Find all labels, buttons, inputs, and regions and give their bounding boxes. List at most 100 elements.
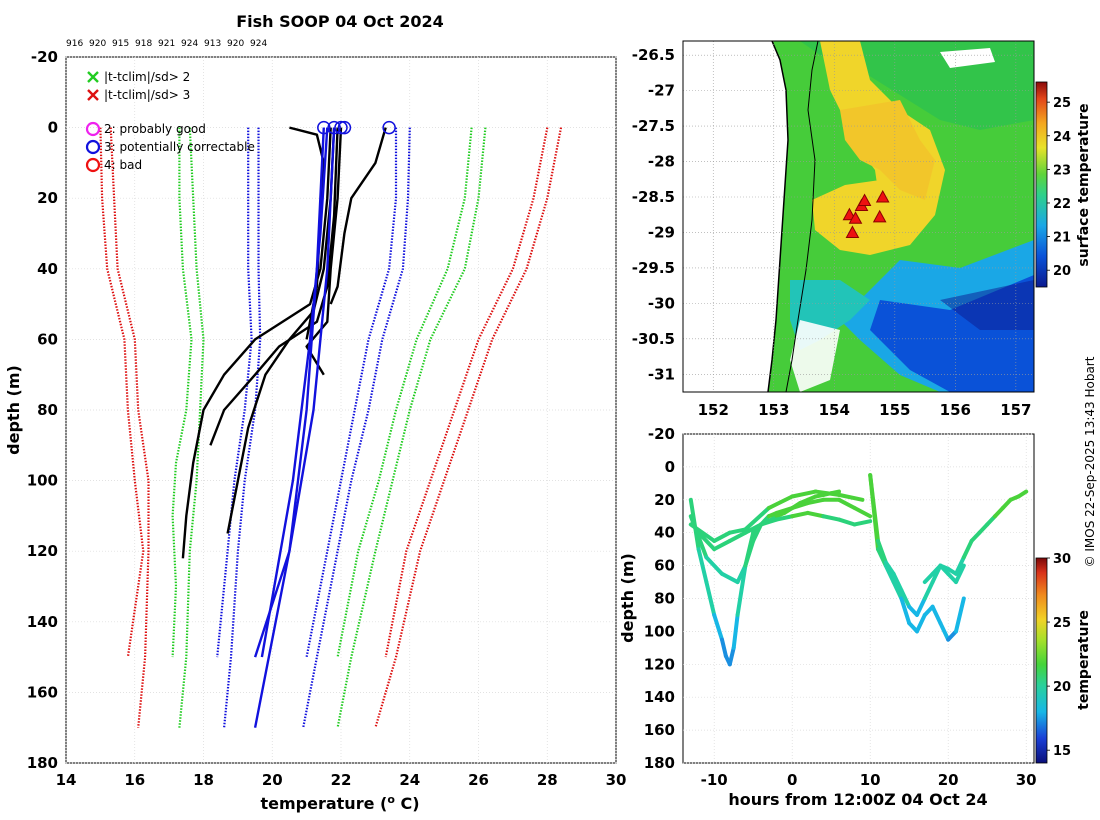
y-tick-label: 180 [27,754,58,772]
dt-y-tick-label: -20 [648,425,675,443]
credit-text: © IMOS 22-Sep-2025 13:43 Hobart [1083,356,1097,567]
dt-y-tick-label: 160 [644,721,675,739]
chart-title: Fish SOOP 04 Oct 2024 [236,12,444,31]
track-segment [743,522,763,535]
track-segment [696,547,709,585]
track-segment [805,497,826,506]
profile-grid [65,56,617,764]
dt-y-tick-label: 40 [654,524,675,542]
x-tick-label: 30 [606,771,627,789]
y-tick-label: 20 [37,189,58,207]
legend-label: 3: potentially correctable [104,140,255,154]
track-segment [712,538,732,552]
y-tick-label: 0 [48,119,58,137]
track-segment [759,517,779,527]
x-tick-label: 16 [124,771,145,789]
track-segment [891,580,904,601]
legend-marker-circle [85,157,101,173]
depth-time-plot-area [682,433,1035,764]
sst-map-panel: 152 153 154 155 156 157 -26.5 -27 -27.5 -28 -28.5 -… [632,40,1092,419]
map-y-tick-label: -30 [648,294,675,312]
cast-id-label: 924 [181,39,198,49]
temperature-colorbar-tick-label: 15 [1053,744,1071,759]
track-segment [954,555,966,576]
temperature-colorbar-ticks: 15 20 25 30 [1047,552,1071,759]
sst-colorbar-tick-label: 23 [1053,163,1071,178]
sst-colorbar-tick-label: 22 [1053,197,1071,212]
track-segment [915,596,927,617]
station-triangle [872,209,887,223]
depth-time-panel: -10 0 10 20 30 -20 0 20 40 60 80 100 120 140 160 180 ho… [618,425,1092,809]
cast-id-label: 920 [227,39,244,49]
legend-marker-circle [85,139,101,155]
map-y-tick-label: -28 [648,153,675,171]
track-segment [852,506,873,519]
map-y-tick-label: -26.5 [632,46,675,64]
sst-colorbar [1035,81,1048,288]
dt-x-tick-label: 20 [938,771,959,789]
station-markers [842,189,890,238]
track-segment [876,538,888,565]
dt-x-tick-label: 10 [860,771,881,789]
track-segment [774,514,795,522]
observed-profile-line [260,127,329,658]
profile-legend: |t-tclim|/sd> 2 |t-tclim|/sd> 3 2: probabl… [85,70,255,173]
y-tick-label: 140 [27,613,58,631]
track-segment [720,571,740,585]
track-segment [954,596,966,634]
legend-marker-x [87,89,99,101]
track-segment [837,492,865,502]
track-segment [774,506,795,515]
legend-label: |t-tclim|/sd> 3 [104,88,190,102]
track-segment [852,519,873,527]
climatology-lines [99,127,563,729]
sst-cold-eddy [940,280,1034,330]
flag-circle [337,120,352,135]
climatology-line [336,127,487,728]
map-x-tick-label: 157 [1000,401,1031,419]
track-segment [727,645,736,667]
sst-colorbar-tick-label: 25 [1053,96,1071,111]
y-tick-label: 120 [27,542,58,560]
map-x-tick-label: 154 [819,401,850,419]
flag-circle [382,120,396,135]
sst-colorbar-ticks: 20 21 22 23 24 25 [1047,96,1071,279]
temperature-colorbar-tick-label: 20 [1053,680,1071,695]
map-y-tick-label: -30.5 [632,330,675,348]
track-segment [899,596,912,626]
cast-id-label: 913 [204,39,221,49]
temperature-colorbar-label: temperature [1076,610,1092,710]
climatology-line [99,127,145,658]
station-triangle [848,211,863,224]
x-tick-label: 20 [262,771,283,789]
dt-x-tick-label: -10 [701,771,728,789]
track-segment [837,517,857,527]
station-triangle [875,189,890,203]
depth-time-x-label: hours from 12:00Z 04 Oct 24 [728,790,987,809]
track-segment [883,563,896,585]
cast-id-label: 918 [135,39,152,49]
legend-label: |t-tclim|/sd> 2 [104,70,190,84]
cast-id-label: 915 [112,39,129,49]
track-segment [805,510,826,519]
cast-id-label: 920 [89,39,106,49]
map-axis-ticks: 152 153 154 155 156 157 -26.5 -27 -27.5 -28 -28.5 -… [632,46,1032,419]
dt-y-tick-label: 80 [654,590,675,608]
track-segment [743,538,756,568]
flag-circle [334,120,348,135]
dt-y-tick-label: 100 [644,622,675,640]
coastline [767,41,789,392]
x-tick-label: 26 [468,771,489,789]
track-segment [712,612,724,642]
map-x-tick-label: 152 [698,401,729,419]
dt-y-tick-label: 180 [644,754,675,772]
track-segment [712,530,732,543]
climatology-line [384,127,549,658]
dt-y-tick-label: 140 [644,688,675,706]
x-axis-label: temperature (o C) [260,793,419,813]
map-y-tick-label: -31 [648,365,675,383]
track-segment [790,489,818,499]
observed-profile-line [253,127,336,658]
profile-panel: Fish SOOP 04 Oct 2024 916 920 915 918 921 924… [4,12,626,813]
x-tick-label: 28 [537,771,558,789]
